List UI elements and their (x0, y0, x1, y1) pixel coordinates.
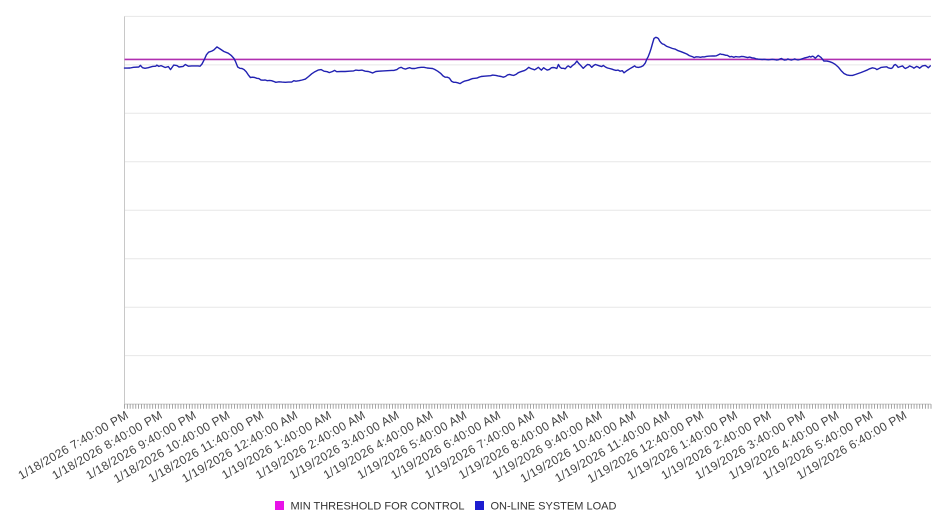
svg-text:MIN THRESHOLD FOR CONTROL: MIN THRESHOLD FOR CONTROL (291, 501, 465, 513)
svg-text:ON-LINE SYSTEM LOAD: ON-LINE SYSTEM LOAD (491, 501, 617, 513)
